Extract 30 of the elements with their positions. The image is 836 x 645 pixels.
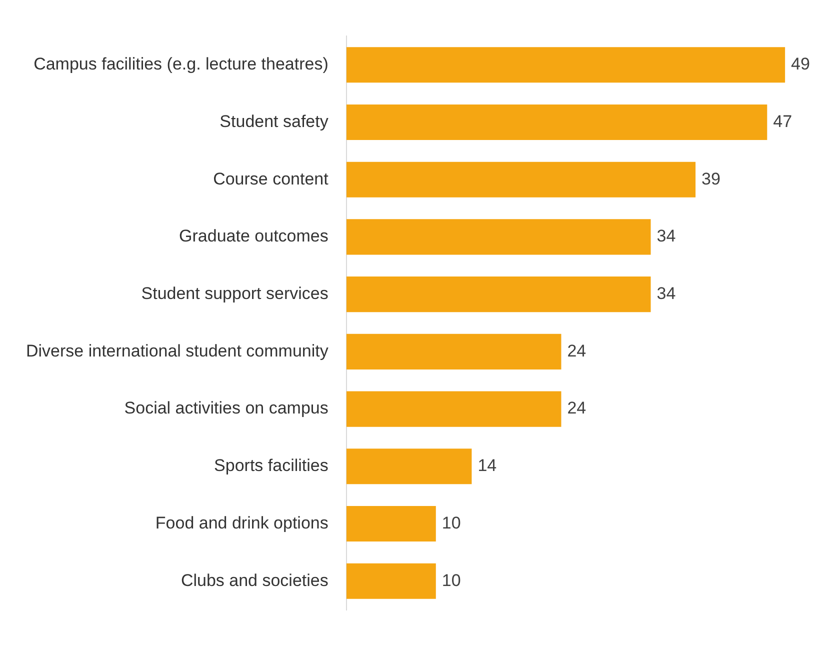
data-label: 10 bbox=[442, 570, 461, 590]
bar bbox=[346, 219, 651, 255]
data-label: 34 bbox=[656, 226, 676, 246]
y-tick-label: Diverse international student community bbox=[26, 341, 329, 360]
bar bbox=[346, 506, 436, 542]
y-tick-label: Student safety bbox=[220, 112, 329, 131]
bar bbox=[346, 162, 696, 198]
y-tick-label: Food and drink options bbox=[155, 513, 328, 532]
bar bbox=[346, 563, 436, 599]
data-label: 24 bbox=[567, 398, 586, 418]
data-label: 10 bbox=[442, 513, 461, 532]
bar bbox=[346, 391, 562, 427]
y-tick-label: Social activities on campus bbox=[124, 398, 328, 418]
y-tick-label: Sports facilities bbox=[214, 456, 328, 476]
data-label: 47 bbox=[773, 112, 792, 131]
y-tick-label: Course content bbox=[213, 169, 329, 188]
y-tick-label: Student support services bbox=[141, 284, 328, 304]
data-label: 39 bbox=[702, 169, 720, 188]
data-label: 24 bbox=[567, 341, 586, 360]
bar bbox=[346, 448, 472, 484]
bar bbox=[346, 334, 562, 370]
bar bbox=[346, 104, 768, 140]
y-tick-label: Graduate outcomes bbox=[179, 226, 328, 246]
y-tick-label: Clubs and societies bbox=[180, 570, 328, 590]
y-tick-label: Campus facilities (e.g. lecture theatres) bbox=[34, 54, 328, 74]
data-label: 14 bbox=[478, 456, 497, 476]
data-label: 49 bbox=[791, 54, 810, 74]
bar bbox=[346, 47, 786, 83]
data-label: 34 bbox=[656, 284, 676, 304]
bar bbox=[346, 276, 651, 312]
